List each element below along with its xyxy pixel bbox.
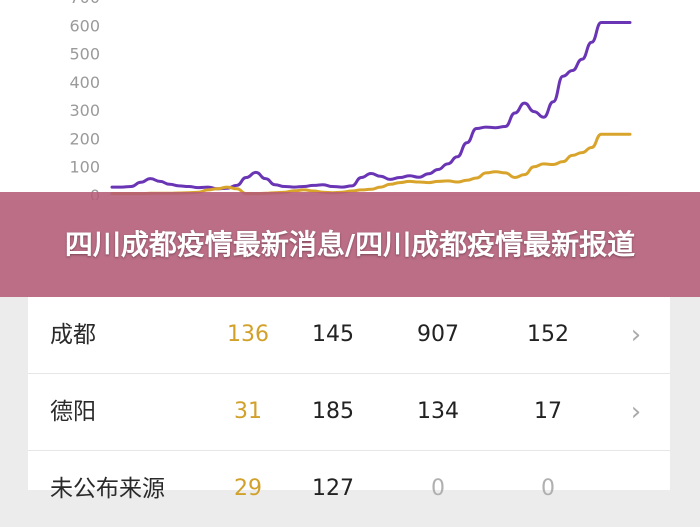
- title-banner: 四川成都疫情最新消息/四川成都疫情最新报道: [0, 192, 700, 297]
- y-tick-label: 200: [69, 129, 100, 148]
- city-name: 成都: [50, 322, 96, 348]
- stat-4: 152: [527, 322, 569, 347]
- y-tick-label: 600: [69, 16, 100, 35]
- stat-3: 134: [417, 399, 459, 424]
- stat-new: 136: [227, 322, 269, 347]
- city-name: 未公布来源: [50, 476, 165, 502]
- stat-4: 17: [534, 399, 562, 424]
- table-row-unknown-source: 未公布来源 29 127 0 0: [28, 451, 670, 527]
- stat-4: 0: [541, 476, 555, 501]
- stat-new: 29: [234, 476, 262, 501]
- stat-2: 185: [312, 399, 354, 424]
- chevron-right-icon[interactable]: ›: [630, 397, 642, 427]
- chevron-right-icon[interactable]: ›: [630, 320, 642, 350]
- table-row-deyang[interactable]: 德阳 31 185 134 17 ›: [28, 374, 670, 451]
- line-chart: 0100200300400500600700: [69, 0, 632, 200]
- y-tick-label: 400: [69, 73, 100, 92]
- banner-title: 四川成都疫情最新消息/四川成都疫情最新报道: [64, 227, 636, 261]
- series-line-2: [110, 132, 632, 196]
- chart-area: 0100200300400500600700: [0, 0, 700, 200]
- y-tick-label: 700: [69, 0, 100, 7]
- series-line-1: [110, 21, 632, 191]
- stat-3: 0: [431, 476, 445, 501]
- stat-2: 145: [312, 322, 354, 347]
- stat-3: 907: [417, 322, 459, 347]
- y-tick-label: 500: [69, 45, 100, 64]
- table-row-chengdu[interactable]: 成都 136 145 907 152 ›: [28, 297, 670, 374]
- city-name: 德阳: [50, 399, 96, 425]
- y-tick-label: 300: [69, 101, 100, 120]
- y-tick-label: 100: [69, 158, 100, 177]
- stat-2: 127: [312, 476, 354, 501]
- city-stats-table: 成都 136 145 907 152 › 德阳 31 185 134 17 › …: [28, 297, 670, 502]
- stat-new: 31: [234, 399, 262, 424]
